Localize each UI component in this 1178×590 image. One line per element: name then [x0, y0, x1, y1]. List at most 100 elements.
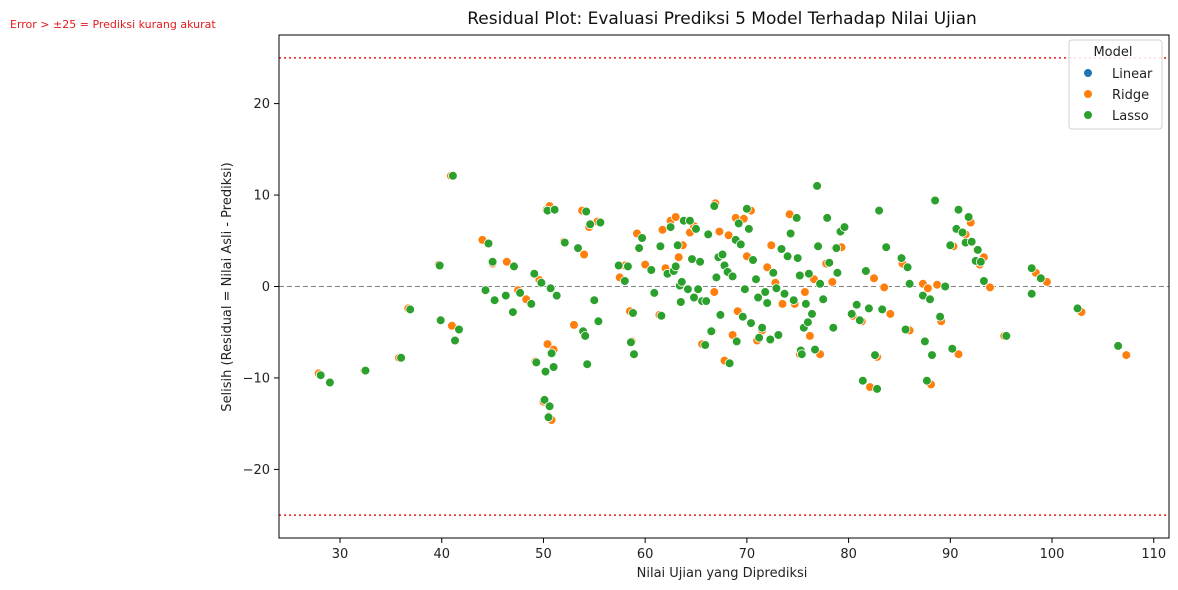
ridge-point	[869, 273, 879, 284]
lasso-point	[930, 195, 940, 206]
lasso-point	[857, 375, 868, 386]
ridge-point	[800, 287, 810, 297]
lasso-point	[822, 213, 832, 223]
ridge-point	[805, 331, 815, 341]
lasso-point	[693, 284, 703, 295]
ridge-point	[762, 262, 772, 273]
lasso-point	[691, 224, 701, 234]
lasso-point	[595, 217, 606, 228]
legend-marker-linear	[1083, 68, 1093, 78]
lasso-point	[487, 256, 498, 267]
y-tick-label: 20	[253, 97, 270, 112]
lasso-point	[872, 384, 882, 394]
legend-box	[1068, 39, 1163, 130]
lasso-point	[623, 261, 633, 272]
lasso-point	[589, 295, 600, 306]
scatter-points	[313, 171, 1132, 425]
lasso-point	[922, 375, 932, 386]
lasso-point	[740, 284, 750, 295]
lasso-point	[549, 204, 560, 215]
lasso-point	[791, 213, 802, 223]
lasso-point	[676, 277, 687, 287]
lasso-point	[744, 224, 754, 234]
lasso-point	[753, 292, 763, 303]
lasso-point	[435, 315, 446, 326]
x-tick-label: 60	[637, 547, 654, 562]
ridge-point	[569, 320, 579, 330]
legend-label-ridge: Ridge	[1112, 88, 1149, 103]
lasso-point	[709, 201, 720, 211]
y-axis-label: Selisih (Residual = Nilai Asli - Prediks…	[220, 162, 235, 411]
lasso-point	[483, 238, 494, 249]
ridge-point	[542, 339, 553, 349]
lasso-point	[500, 290, 511, 301]
lasso-point	[670, 261, 681, 272]
y-tick-label: −20	[243, 463, 270, 478]
lasso-point	[706, 326, 717, 337]
lasso-point	[782, 251, 793, 262]
ridge-point	[709, 287, 720, 297]
lasso-point	[804, 268, 814, 279]
lasso-point	[581, 206, 591, 217]
ridge-point	[579, 249, 589, 260]
lasso-point	[935, 311, 945, 322]
lasso-point	[900, 324, 911, 335]
lasso-point	[396, 352, 406, 363]
lasso-point	[785, 228, 796, 239]
y-tick-label: 10	[253, 189, 270, 204]
lasso-point	[896, 253, 907, 263]
lasso-point	[703, 229, 713, 240]
lasso-point	[325, 377, 335, 388]
lasso-point	[904, 278, 915, 289]
lasso-point	[801, 299, 811, 309]
chart-title: Residual Plot: Evaluasi Prediksi 5 Model…	[467, 9, 977, 29]
y-tick-label: 0	[262, 280, 270, 295]
lasso-point	[1113, 341, 1123, 351]
lasso-point	[711, 272, 722, 283]
lasso-point	[768, 267, 779, 278]
y-axis-ticks: −20 −10 0 10 20	[243, 97, 279, 478]
lasso-point	[737, 311, 748, 322]
ridge-point	[1121, 350, 1132, 360]
lasso-point	[480, 285, 491, 296]
lasso-point	[360, 365, 371, 376]
ridge-point	[723, 230, 734, 241]
lasso-point	[940, 281, 950, 292]
lasso-point	[957, 227, 968, 238]
lasso-point	[559, 237, 570, 248]
lasso-point	[945, 240, 956, 251]
lasso-point	[925, 294, 935, 305]
lasso-point	[735, 239, 746, 250]
lasso-point	[619, 276, 630, 286]
lasso-point	[701, 296, 711, 306]
lasso-point	[813, 241, 823, 252]
lasso-point	[315, 370, 326, 381]
lasso-point	[689, 292, 699, 303]
lasso-point	[573, 243, 583, 253]
lasso-point	[613, 260, 624, 271]
lasso-point	[815, 278, 825, 289]
lasso-point	[831, 243, 842, 253]
lasso-point	[733, 218, 744, 229]
lasso-point	[794, 270, 805, 281]
lasso-point	[870, 350, 880, 360]
x-tick-label: 50	[535, 547, 552, 562]
lasso-point	[792, 253, 803, 263]
lasso-point	[751, 274, 761, 285]
lasso-point	[715, 310, 726, 320]
lasso-point	[540, 366, 551, 377]
lasso-point	[634, 243, 644, 253]
lasso-point	[665, 222, 676, 232]
lasso-point	[628, 308, 638, 318]
ridge-point	[714, 226, 725, 237]
lasso-point	[812, 181, 822, 191]
ridge-point	[766, 240, 777, 251]
legend-label-lasso: Lasso	[1112, 109, 1149, 124]
lasso-point	[454, 324, 464, 335]
ridge-point	[953, 349, 964, 360]
legend-marker-lasso	[1083, 110, 1093, 120]
lasso-point	[536, 277, 547, 288]
lasso-point	[927, 350, 937, 360]
x-tick-label: 80	[840, 547, 857, 562]
